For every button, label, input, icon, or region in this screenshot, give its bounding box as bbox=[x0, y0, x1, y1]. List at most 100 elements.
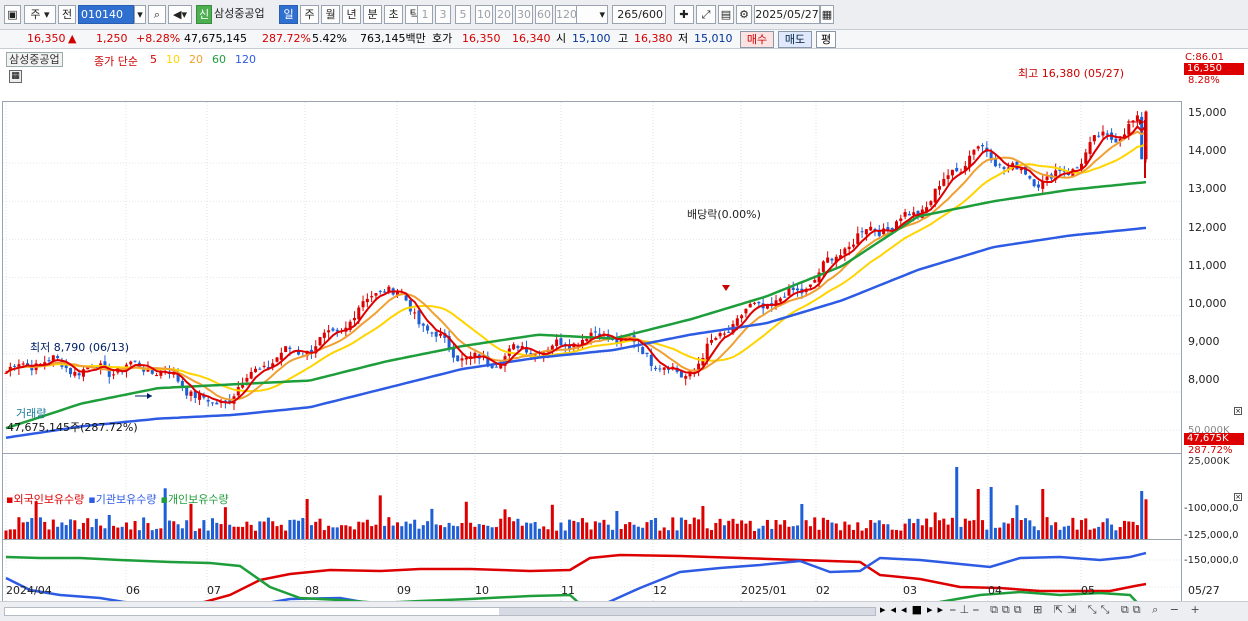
tab-interval-30[interactable]: 30 bbox=[515, 5, 533, 24]
volume-bar bbox=[649, 519, 653, 539]
volume-bar bbox=[331, 527, 335, 539]
volume-bar bbox=[817, 529, 821, 539]
calendar-icon[interactable]: ▦ bbox=[820, 5, 834, 24]
candle-body bbox=[559, 338, 563, 346]
volume-bar bbox=[395, 522, 399, 539]
volume-bar bbox=[279, 524, 283, 539]
candle-body bbox=[490, 365, 494, 369]
candle-body bbox=[413, 312, 417, 314]
speaker-icon[interactable]: ◀▾ bbox=[168, 5, 192, 24]
candle-body bbox=[1024, 166, 1028, 175]
candle-body bbox=[856, 233, 860, 245]
holding-legend-item[interactable]: ▪개인보유수량 bbox=[160, 493, 229, 506]
eval-button[interactable]: 평 bbox=[816, 31, 836, 48]
candle-body bbox=[69, 367, 73, 375]
stock-code-input[interactable]: 010140 bbox=[78, 5, 134, 24]
volume-bar bbox=[529, 523, 533, 539]
volume-bar bbox=[705, 528, 709, 539]
volume-bar bbox=[8, 529, 12, 539]
ma-legend-60[interactable]: 60 bbox=[212, 53, 226, 66]
tab-period-5[interactable]: 초 bbox=[384, 5, 403, 24]
candle-body bbox=[817, 272, 821, 283]
volume-bar bbox=[176, 524, 180, 539]
volume-bar bbox=[486, 525, 490, 539]
buy-button[interactable]: 매수 bbox=[740, 31, 774, 48]
tab-interval-5[interactable]: 5 bbox=[455, 5, 471, 24]
ma-legend-20[interactable]: 20 bbox=[189, 53, 203, 66]
gear-icon[interactable]: ⚙ bbox=[736, 5, 752, 24]
volume-bar bbox=[284, 530, 288, 539]
candle-body bbox=[529, 352, 533, 354]
candle-body bbox=[17, 364, 21, 369]
tab-interval-20[interactable]: 20 bbox=[495, 5, 513, 24]
candle-body bbox=[288, 347, 292, 349]
candle-body bbox=[981, 145, 985, 147]
tab-interval-60[interactable]: 60 bbox=[535, 5, 553, 24]
price-panel-title[interactable]: 삼성중공업 bbox=[6, 52, 63, 67]
zoom-tools-icons[interactable]: ⎯⊥⎯ ⧉⧉⧉ ⊞ ⇱⇲ ⤡⤡ ⧉⧉ ⌕ − + bbox=[950, 603, 1204, 616]
ma-legend-120[interactable]: 120 bbox=[235, 53, 256, 66]
volume-bar bbox=[641, 527, 645, 539]
sell-button[interactable]: 매도 bbox=[778, 31, 812, 48]
save-icon[interactable]: ▤ bbox=[718, 5, 734, 24]
prev-button[interactable]: 전 bbox=[58, 5, 76, 24]
count-field[interactable]: 265/600 bbox=[612, 5, 666, 24]
price-axis-tick: 8,000 bbox=[1188, 373, 1220, 387]
candle-body bbox=[1122, 134, 1126, 139]
candle-body bbox=[318, 337, 322, 346]
tab-period-0[interactable]: 일 bbox=[279, 5, 298, 24]
tab-interval-120[interactable]: 120 bbox=[555, 5, 577, 24]
volume-bar bbox=[408, 523, 412, 539]
indicator-icon[interactable]: ▦ bbox=[9, 70, 22, 83]
candle-body bbox=[950, 169, 954, 176]
volume-bar bbox=[1097, 526, 1101, 539]
candle-body bbox=[43, 362, 47, 365]
holding-axis-tick: -100,000,0 bbox=[1184, 503, 1239, 514]
tab-period-2[interactable]: 월 bbox=[321, 5, 340, 24]
close-icon[interactable]: × bbox=[1234, 407, 1242, 415]
candle-body bbox=[869, 226, 873, 231]
candle-body bbox=[374, 293, 378, 296]
window-menu-icon[interactable]: ▣ bbox=[4, 5, 21, 24]
date-field[interactable]: 2025/05/27 bbox=[754, 5, 820, 24]
candle-body bbox=[688, 371, 692, 377]
scroll-track[interactable] bbox=[4, 607, 876, 616]
holding-legend-item[interactable]: ▪기관보유수량 bbox=[88, 493, 157, 506]
crosshair-icon[interactable]: ✚ bbox=[674, 5, 694, 24]
search-icon[interactable]: ⌕ bbox=[148, 5, 166, 24]
volume-bar bbox=[602, 519, 606, 539]
candle-body bbox=[963, 165, 967, 171]
market-select[interactable]: 주 ▾ bbox=[24, 5, 56, 24]
volume-bar bbox=[64, 525, 68, 539]
ma120-line bbox=[5, 226, 1147, 439]
volume-bar bbox=[645, 522, 649, 539]
stock-chart[interactable] bbox=[0, 50, 1248, 621]
volume-bar bbox=[301, 517, 305, 539]
holding-axis-tick: -150,000,0 bbox=[1184, 555, 1239, 566]
candle-body bbox=[404, 295, 408, 301]
draw-tool-icon[interactable]: ⤢ bbox=[696, 5, 716, 24]
tab-interval-1[interactable]: 1 bbox=[417, 5, 433, 24]
volume-bar bbox=[710, 530, 714, 539]
scroll-nav-icons[interactable]: ▸◂◂■▸▸ bbox=[880, 603, 949, 616]
ma-legend-10[interactable]: 10 bbox=[166, 53, 180, 66]
scroll-thumb[interactable] bbox=[499, 608, 875, 615]
volume-bar bbox=[150, 530, 154, 539]
tab-interval-10[interactable]: 10 bbox=[475, 5, 493, 24]
ma-legend-5[interactable]: 5 bbox=[150, 53, 157, 66]
volume-panel-title[interactable]: 거래량 bbox=[16, 407, 47, 420]
tab-period-4[interactable]: 분 bbox=[363, 5, 382, 24]
volume-bar bbox=[869, 520, 873, 539]
candle-body bbox=[133, 360, 137, 362]
volume-bar bbox=[727, 520, 731, 539]
tab-interval-3[interactable]: 3 bbox=[435, 5, 451, 24]
interval-dropdown[interactable]: ▾ bbox=[572, 5, 608, 24]
close-icon[interactable]: × bbox=[1234, 493, 1242, 501]
candle-body bbox=[916, 210, 920, 217]
chevron-down-icon[interactable]: ▾ bbox=[134, 5, 146, 24]
candle-body bbox=[228, 400, 232, 403]
tab-period-3[interactable]: 년 bbox=[342, 5, 361, 24]
volume-bar bbox=[598, 522, 602, 539]
holding-legend-item[interactable]: ▪외국인보유수량 bbox=[6, 493, 85, 506]
tab-period-1[interactable]: 주 bbox=[300, 5, 319, 24]
